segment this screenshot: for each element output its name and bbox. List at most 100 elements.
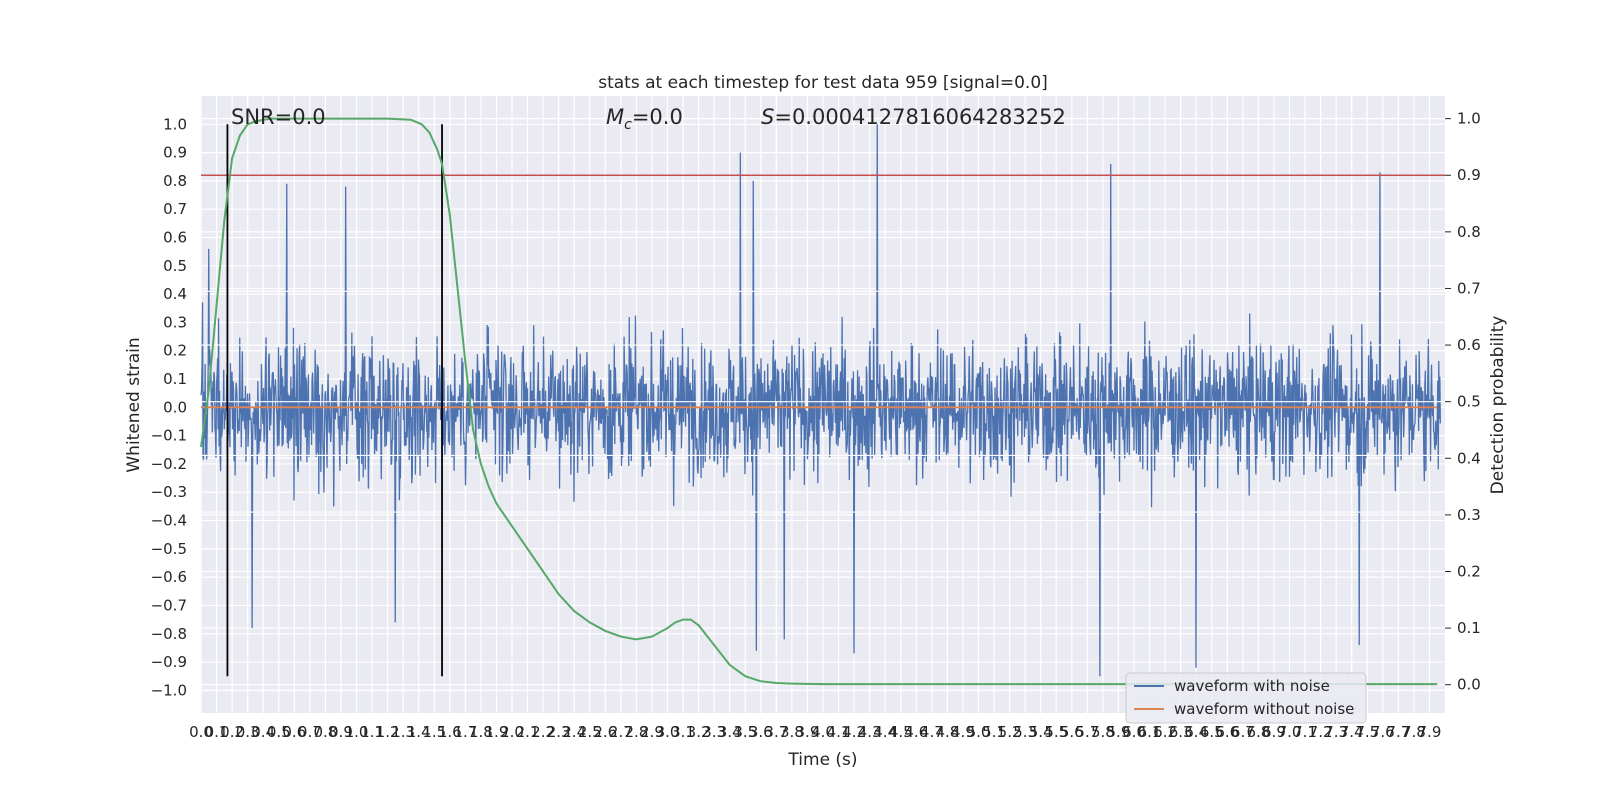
snr-annotation: SNR=0.0 [231, 105, 326, 129]
x-tick-label: 4.5 [889, 723, 913, 741]
legend-box [1125, 672, 1367, 724]
y-tick-label-left: 0.9 [163, 144, 187, 162]
x-tick-label: 1.0 [345, 723, 369, 741]
y-tick-label-right: 0.5 [1457, 393, 1481, 411]
x-tick-label: 1.6 [438, 723, 462, 741]
x-tick-label: 0.3 [236, 723, 260, 741]
x-tick-label: 7.5 [1355, 723, 1379, 741]
x-tick-label: 7.8 [1402, 723, 1426, 741]
y-tick-label-right: 0.2 [1457, 562, 1481, 580]
x-tick-label: 1.2 [376, 723, 400, 741]
chirp-mass-symbol: M [606, 105, 624, 129]
y-tick-label-left: 0.8 [163, 172, 187, 190]
y-tick-label-right: 0.1 [1457, 619, 1481, 637]
x-tick-label: 3.0 [656, 723, 680, 741]
x-tick-label: 6.3 [1169, 723, 1193, 741]
x-tick-label: 3.5 [733, 723, 757, 741]
x-tick-label: 1.8 [469, 723, 493, 741]
y-tick-label-left: −0.1 [151, 427, 187, 445]
y-tick-label-left: 0.3 [163, 313, 187, 331]
x-tick-label: 4.6 [904, 723, 928, 741]
x-tick-label: 7.0 [1278, 723, 1302, 741]
x-tick-label: 2.6 [593, 723, 617, 741]
x-tick-label: 0.0 [189, 723, 213, 741]
x-tick-label: 1.5 [422, 723, 446, 741]
statistic-annotation: S=0.00041278160642832​52 [761, 105, 1066, 129]
x-tick-label: 0.7 [298, 723, 322, 741]
x-tick-label: 2.4 [562, 723, 586, 741]
y-tick-label-left: −0.6 [151, 568, 187, 586]
x-tick-label: 6.7 [1231, 723, 1255, 741]
y-axis-label-right: Detection probability [1488, 316, 1508, 495]
x-axis-label: Time (s) [787, 750, 857, 770]
y-tick-label-right: 0.7 [1457, 279, 1481, 297]
x-tick-label: 2.9 [640, 723, 664, 741]
x-tick-label: 1.3 [391, 723, 415, 741]
y-tick-label-left: 0.5 [163, 257, 187, 275]
x-tick-label: 5.7 [1075, 723, 1099, 741]
noise-waveform-series [200, 124, 1441, 677]
y-tick-label-left: −0.3 [151, 483, 187, 501]
x-tick-label: 2.1 [516, 723, 540, 741]
x-tick-label: 6.6 [1215, 723, 1239, 741]
x-tick-label: 7.6 [1371, 723, 1395, 741]
x-tick-label: 7.1 [1293, 723, 1317, 741]
x-tick-label: 5.8 [1091, 723, 1115, 741]
chirp-mass-value: =0.0 [632, 105, 683, 129]
x-tick-label: 4.2 [842, 723, 866, 741]
legend: waveform with noise waveform without noi… [1125, 672, 1367, 724]
y-tick-label-right: 0.9 [1457, 166, 1481, 184]
x-tick-label: 1.9 [485, 723, 509, 741]
detection-probability-line [200, 117, 1438, 686]
x-tick-label: 1.1 [360, 723, 384, 741]
x-tick-label: 2.3 [547, 723, 571, 741]
chart-title: stats at each timestep for test data 959… [598, 73, 1048, 93]
x-tick-label: 5.5 [1044, 723, 1068, 741]
x-tick-label: 3.6 [749, 723, 773, 741]
x-tick-label: 5.2 [998, 723, 1022, 741]
x-tick-label: 0.9 [329, 723, 353, 741]
x-tick-label: 3.1 [671, 723, 695, 741]
x-tick-label: 4.9 [951, 723, 975, 741]
x-tick-label: 2.7 [609, 723, 633, 741]
x-tick-label: 3.2 [687, 723, 711, 741]
x-tick-label: 3.9 [796, 723, 820, 741]
x-tick-label: 7.3 [1324, 723, 1348, 741]
x-tick-label: 2.2 [531, 723, 555, 741]
x-tick-label: 5.3 [1013, 723, 1037, 741]
x-tick-label: 3.8 [780, 723, 804, 741]
y-tick-label-left: 0.7 [163, 200, 187, 218]
statistic-value: =0.00041278160642832​52 [774, 105, 1066, 129]
x-tick-label: 7.9 [1418, 723, 1442, 741]
y-tick-label-left: −0.5 [151, 540, 187, 558]
x-tick-label: 3.3 [702, 723, 726, 741]
x-tick-label: 2.0 [500, 723, 524, 741]
x-tick-label: 5.6 [1060, 723, 1084, 741]
statistic-symbol: S [761, 105, 774, 129]
chirp-mass-subscript: c [624, 117, 632, 133]
y-tick-label-left: 0.2 [163, 342, 187, 360]
y-axis-label-left: Whitened strain [124, 337, 144, 472]
x-tick-label: 0.1 [205, 723, 229, 741]
x-tick-label: 1.4 [407, 723, 431, 741]
x-tick-label: 6.4 [1184, 723, 1208, 741]
y-tick-label-left: −0.2 [151, 455, 187, 473]
y-tick-label-right: 0.3 [1457, 506, 1481, 524]
y-tick-label-right: 0.0 [1457, 676, 1481, 694]
x-tick-label: 7.7 [1386, 723, 1410, 741]
y-tick-label-left: −0.4 [151, 512, 187, 530]
y-tick-label-left: 0.1 [163, 370, 187, 388]
y-tick-label-right: 0.6 [1457, 336, 1481, 354]
y-tick-label-left: 0.4 [163, 285, 187, 303]
x-tick-label: 0.8 [313, 723, 337, 741]
x-tick-label: 4.3 [858, 723, 882, 741]
x-tick-label: 4.8 [935, 723, 959, 741]
x-tick-label: 6.5 [1200, 723, 1224, 741]
x-tick-label: 6.0 [1122, 723, 1146, 741]
y-tick-label-left: 0.6 [163, 229, 187, 247]
x-tick-label: 4.4 [873, 723, 897, 741]
x-tick-label: 2.8 [624, 723, 648, 741]
x-tick-label: 7.2 [1309, 723, 1333, 741]
